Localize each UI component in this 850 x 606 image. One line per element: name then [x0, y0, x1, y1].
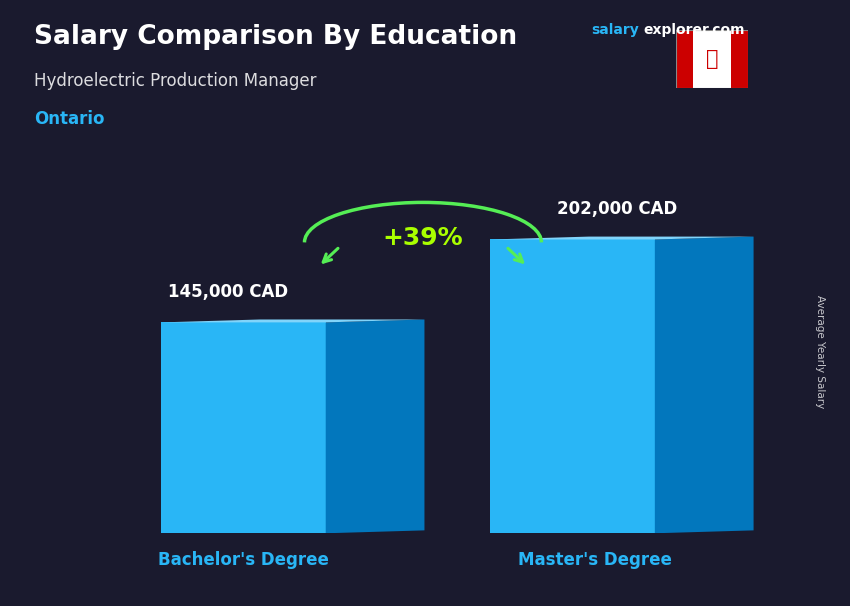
Polygon shape: [654, 236, 754, 533]
Text: 145,000 CAD: 145,000 CAD: [168, 282, 288, 301]
Text: Bachelor's Degree: Bachelor's Degree: [158, 551, 329, 570]
Bar: [693, 30, 731, 88]
Text: Average Yearly Salary: Average Yearly Salary: [815, 295, 825, 408]
Text: Salary Comparison By Education: Salary Comparison By Education: [34, 24, 517, 50]
Text: Ontario: Ontario: [34, 110, 105, 128]
Text: .com: .com: [707, 23, 745, 37]
Polygon shape: [490, 236, 754, 239]
Polygon shape: [326, 319, 424, 533]
Text: 202,000 CAD: 202,000 CAD: [558, 199, 677, 218]
Text: Master's Degree: Master's Degree: [518, 551, 672, 570]
Text: salary: salary: [591, 23, 638, 37]
Text: 🍁: 🍁: [706, 49, 718, 69]
Text: explorer: explorer: [643, 23, 709, 37]
Text: +39%: +39%: [382, 227, 463, 250]
Polygon shape: [490, 239, 654, 533]
Text: Hydroelectric Production Manager: Hydroelectric Production Manager: [34, 72, 316, 90]
Polygon shape: [162, 319, 424, 322]
Polygon shape: [162, 322, 326, 533]
